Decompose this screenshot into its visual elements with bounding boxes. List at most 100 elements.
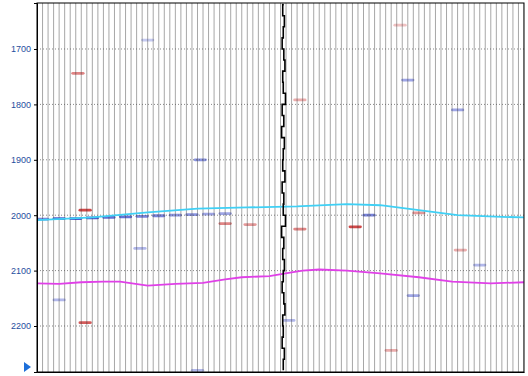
grid-line-x	[136, 3, 137, 372]
grid-line-x	[457, 3, 458, 372]
grid-line-x	[186, 3, 187, 372]
amplitude-event	[79, 321, 92, 324]
grid-line-x	[479, 3, 480, 372]
grid-line-x	[92, 3, 93, 372]
marks	[37, 3, 524, 372]
grid-line-x	[164, 3, 165, 372]
y-tick-mark	[34, 326, 37, 327]
y-tick: 1900	[11, 155, 37, 165]
y-tick-mark	[34, 215, 37, 216]
grid-line-y	[37, 104, 524, 105]
grid-line-x	[357, 3, 358, 372]
grid-line-x	[175, 3, 176, 372]
grid-line-x	[496, 3, 497, 372]
grid-line-x	[407, 3, 408, 372]
grid-line-x	[263, 3, 264, 372]
grid-line-x	[474, 3, 475, 372]
grid-line-x	[330, 3, 331, 372]
y-tick-label: 1800	[11, 100, 31, 110]
grid-line-x	[180, 3, 181, 372]
grid-line-x	[429, 3, 430, 372]
y-tick: 2100	[11, 266, 37, 276]
y-tick-mark	[34, 49, 37, 50]
grid-line-x	[120, 3, 121, 372]
amplitude-event	[79, 209, 92, 212]
grid-line-x	[507, 3, 508, 372]
grid-line-x	[269, 3, 270, 372]
y-tick-label: 2100	[11, 266, 31, 276]
grid	[37, 3, 524, 372]
y-axis-line	[34, 4, 38, 373]
grid-line-x	[214, 3, 215, 372]
grid-line-x	[446, 3, 447, 372]
amplitude-event	[393, 24, 406, 27]
grid-line-x	[319, 3, 320, 372]
grid-line-x	[131, 3, 132, 372]
amplitude-event	[282, 319, 295, 322]
y-tick-label: 2000	[11, 211, 31, 221]
grid-line-x	[363, 3, 364, 372]
grid-line-x	[108, 3, 109, 372]
grid-line-x	[241, 3, 242, 372]
grid-line-x	[352, 3, 353, 372]
grid-line-x	[346, 3, 347, 372]
y-tick-mark	[34, 104, 37, 105]
grid-line-x	[225, 3, 226, 372]
grid-line-x	[512, 3, 513, 372]
plot-background	[37, 3, 524, 372]
y-tick-mark	[34, 160, 37, 161]
grid-line-y	[37, 270, 524, 271]
grid-line-x	[374, 3, 375, 372]
grid-line-x	[70, 3, 71, 372]
grid-line-x	[158, 3, 159, 372]
grid-line-x	[280, 3, 281, 372]
y-tick: 1800	[11, 100, 37, 110]
grid-line-x	[369, 3, 370, 372]
amplitude-event	[243, 223, 256, 226]
amplitude-event	[133, 247, 146, 250]
y-axis: 1700 1800 1900 2000 2100 2200	[11, 4, 38, 373]
grid-line-x	[125, 3, 126, 372]
grid-line-x	[48, 3, 49, 372]
grid-line-x	[452, 3, 453, 372]
grid-line-x	[169, 3, 170, 372]
grid-line-x	[81, 3, 82, 372]
grid-line-x	[435, 3, 436, 372]
grid-line-x	[203, 3, 204, 372]
grid-line-x	[64, 3, 65, 372]
grid-line-x	[219, 3, 220, 372]
amplitude-event	[454, 249, 467, 252]
grid-line-x	[114, 3, 115, 372]
grid-line-x	[86, 3, 87, 372]
grid-line-x	[59, 3, 60, 372]
grid-line-x	[103, 3, 104, 372]
grid-line-x	[191, 3, 192, 372]
grid-line-x	[75, 3, 76, 372]
amplitude-event	[349, 225, 362, 228]
grid-line-x	[258, 3, 259, 372]
well-log	[282, 5, 286, 371]
grid-line-x	[468, 3, 469, 372]
grid-line-x	[153, 3, 154, 372]
y-tick-mark	[34, 271, 37, 272]
x-axis-line	[38, 372, 525, 373]
grid-line-x	[197, 3, 198, 372]
grid-line-x	[413, 3, 414, 372]
grid-line-x	[385, 3, 386, 372]
amplitude-event	[194, 158, 207, 161]
horizon-line	[37, 270, 524, 286]
amplitude-event	[293, 99, 306, 102]
y-tick: 2200	[11, 321, 37, 331]
y-tick-label: 1700	[11, 44, 31, 54]
x-axis	[38, 372, 525, 374]
grid-line-x	[274, 3, 275, 372]
grid-line-x	[402, 3, 403, 372]
grid-line-x	[501, 3, 502, 372]
grid-line-x	[97, 3, 98, 372]
horizon-line	[37, 204, 524, 220]
grid-line-x	[147, 3, 148, 372]
grid-line-x	[490, 3, 491, 372]
grid-line-x	[247, 3, 248, 372]
grid-line-x	[463, 3, 464, 372]
grid-line-x	[286, 3, 287, 372]
